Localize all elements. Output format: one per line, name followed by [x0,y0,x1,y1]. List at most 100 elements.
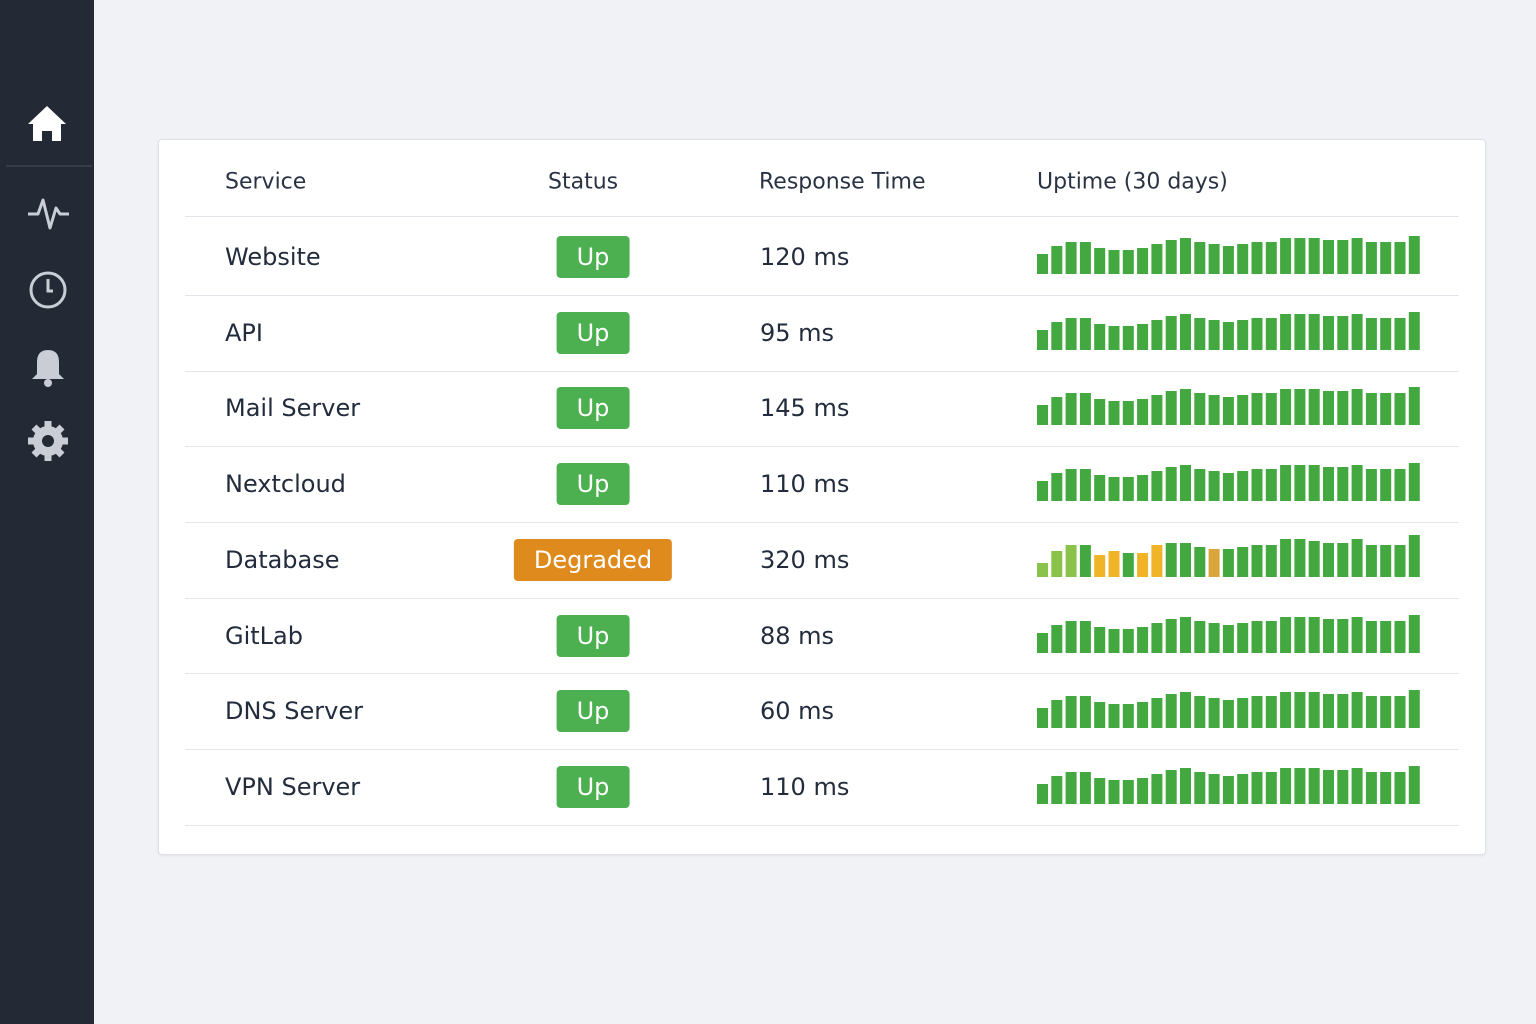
uptime-bar [1337,618,1349,653]
uptime-bar [1323,467,1334,502]
uptime-bar [1394,771,1406,804]
status-badge: Up [556,387,630,430]
uptime-bar [1380,620,1392,653]
uptime-bar [1108,779,1120,804]
uptime-bar [1222,473,1234,502]
uptime-bar [1251,242,1263,274]
status-badge: Up [556,463,630,506]
uptime-bar [1294,313,1306,350]
uptime-bar [1151,471,1163,502]
uptime-bar [1165,315,1177,350]
uptime-bar [1222,775,1234,804]
uptime-bar [1065,544,1077,577]
uptime-bar [1365,696,1377,729]
response-time: 110 ms [760,470,850,499]
uptime-bar [1294,465,1306,502]
separator [185,521,1459,523]
response-time: 88 ms [760,621,835,650]
uptime-bar [1051,246,1063,274]
uptime-bar [1351,538,1363,577]
uptime-bar [1308,389,1320,426]
status-badge: Degraded [513,538,673,581]
uptime-bar [1251,317,1263,350]
uptime-bar [1208,698,1220,729]
uptime-bar [1094,323,1106,350]
bell-icon[interactable] [32,350,64,387]
uptime-bar [1294,238,1306,274]
column-header: Service [225,169,307,195]
status-badge: Up [556,614,630,657]
uptime-bar [1394,469,1406,502]
uptime-bar [1208,395,1220,426]
uptime-bar [1037,783,1048,804]
uptime-bar [1194,546,1206,577]
uptime-bar [1408,463,1420,502]
uptime-bar [1165,542,1177,577]
uptime-bar [1165,467,1177,502]
uptime-bar [1122,628,1134,653]
uptime-bar [1251,393,1263,426]
separator [185,597,1459,599]
uptime-bar [1037,405,1048,426]
settings-icon[interactable] [28,421,68,461]
home-icon[interactable] [28,106,66,141]
uptime-bar [1237,773,1249,804]
uptime-bar [1323,391,1334,426]
uptime-bar [1065,317,1077,350]
uptime-bar [1237,471,1249,502]
uptime-bar [1323,542,1334,577]
uptime-bar [1108,401,1120,426]
uptime-bar [1351,767,1363,804]
uptime-bar [1137,323,1149,350]
uptime-bar [1180,465,1191,502]
uptime-bar [1365,469,1377,502]
uptime-bar [1037,254,1048,274]
service-name: API [225,318,263,347]
uptime-bar [1337,391,1349,426]
uptime-bar [1122,401,1134,426]
uptime-bar [1180,616,1191,653]
uptime-bar [1122,250,1134,274]
clock-icon[interactable] [29,271,67,309]
status-table: Service Status Response Time Uptime (30 day… [158,139,1486,855]
uptime-bar [1380,469,1392,502]
uptime-bar [1380,393,1392,426]
uptime-bar [1065,393,1077,426]
service-name: GitLab [225,621,303,650]
uptime-bar [1337,542,1349,577]
uptime-bar [1094,399,1106,426]
uptime-bar [1280,313,1292,350]
uptime-bar [1180,313,1191,350]
uptime-bar [1122,552,1134,577]
uptime-bar [1380,544,1392,577]
uptime-bar [1079,317,1091,350]
response-time: 120 ms [760,243,850,271]
service-name: Mail Server [225,394,361,423]
uptime-bar [1094,626,1106,653]
uptime-bar [1365,620,1377,653]
uptime-bar [1394,544,1406,577]
uptime-bar [1137,777,1149,804]
uptime-bar [1394,620,1406,653]
uptime-bar [1323,315,1334,350]
uptime-bar [1265,620,1277,653]
uptime-bar [1323,618,1334,653]
uptime-bar [1122,704,1134,729]
uptime-bar [1165,618,1177,653]
activity-icon[interactable] [28,198,69,230]
uptime-bar [1180,389,1191,426]
uptime-bar [1365,242,1377,274]
uptime-bar [1222,397,1234,426]
uptime-bar [1351,616,1363,653]
uptime-bar [1394,696,1406,729]
uptime-bar [1051,775,1063,804]
uptime-bar [1265,317,1277,350]
uptime-bars [1037,236,1420,274]
uptime-bar [1165,694,1177,729]
uptime-bar [1137,552,1149,577]
uptime-bar [1165,769,1177,804]
uptime-bar [1351,692,1363,729]
uptime-bar [1265,242,1277,274]
uptime-bar [1094,554,1106,577]
uptime-bar [1151,622,1163,653]
